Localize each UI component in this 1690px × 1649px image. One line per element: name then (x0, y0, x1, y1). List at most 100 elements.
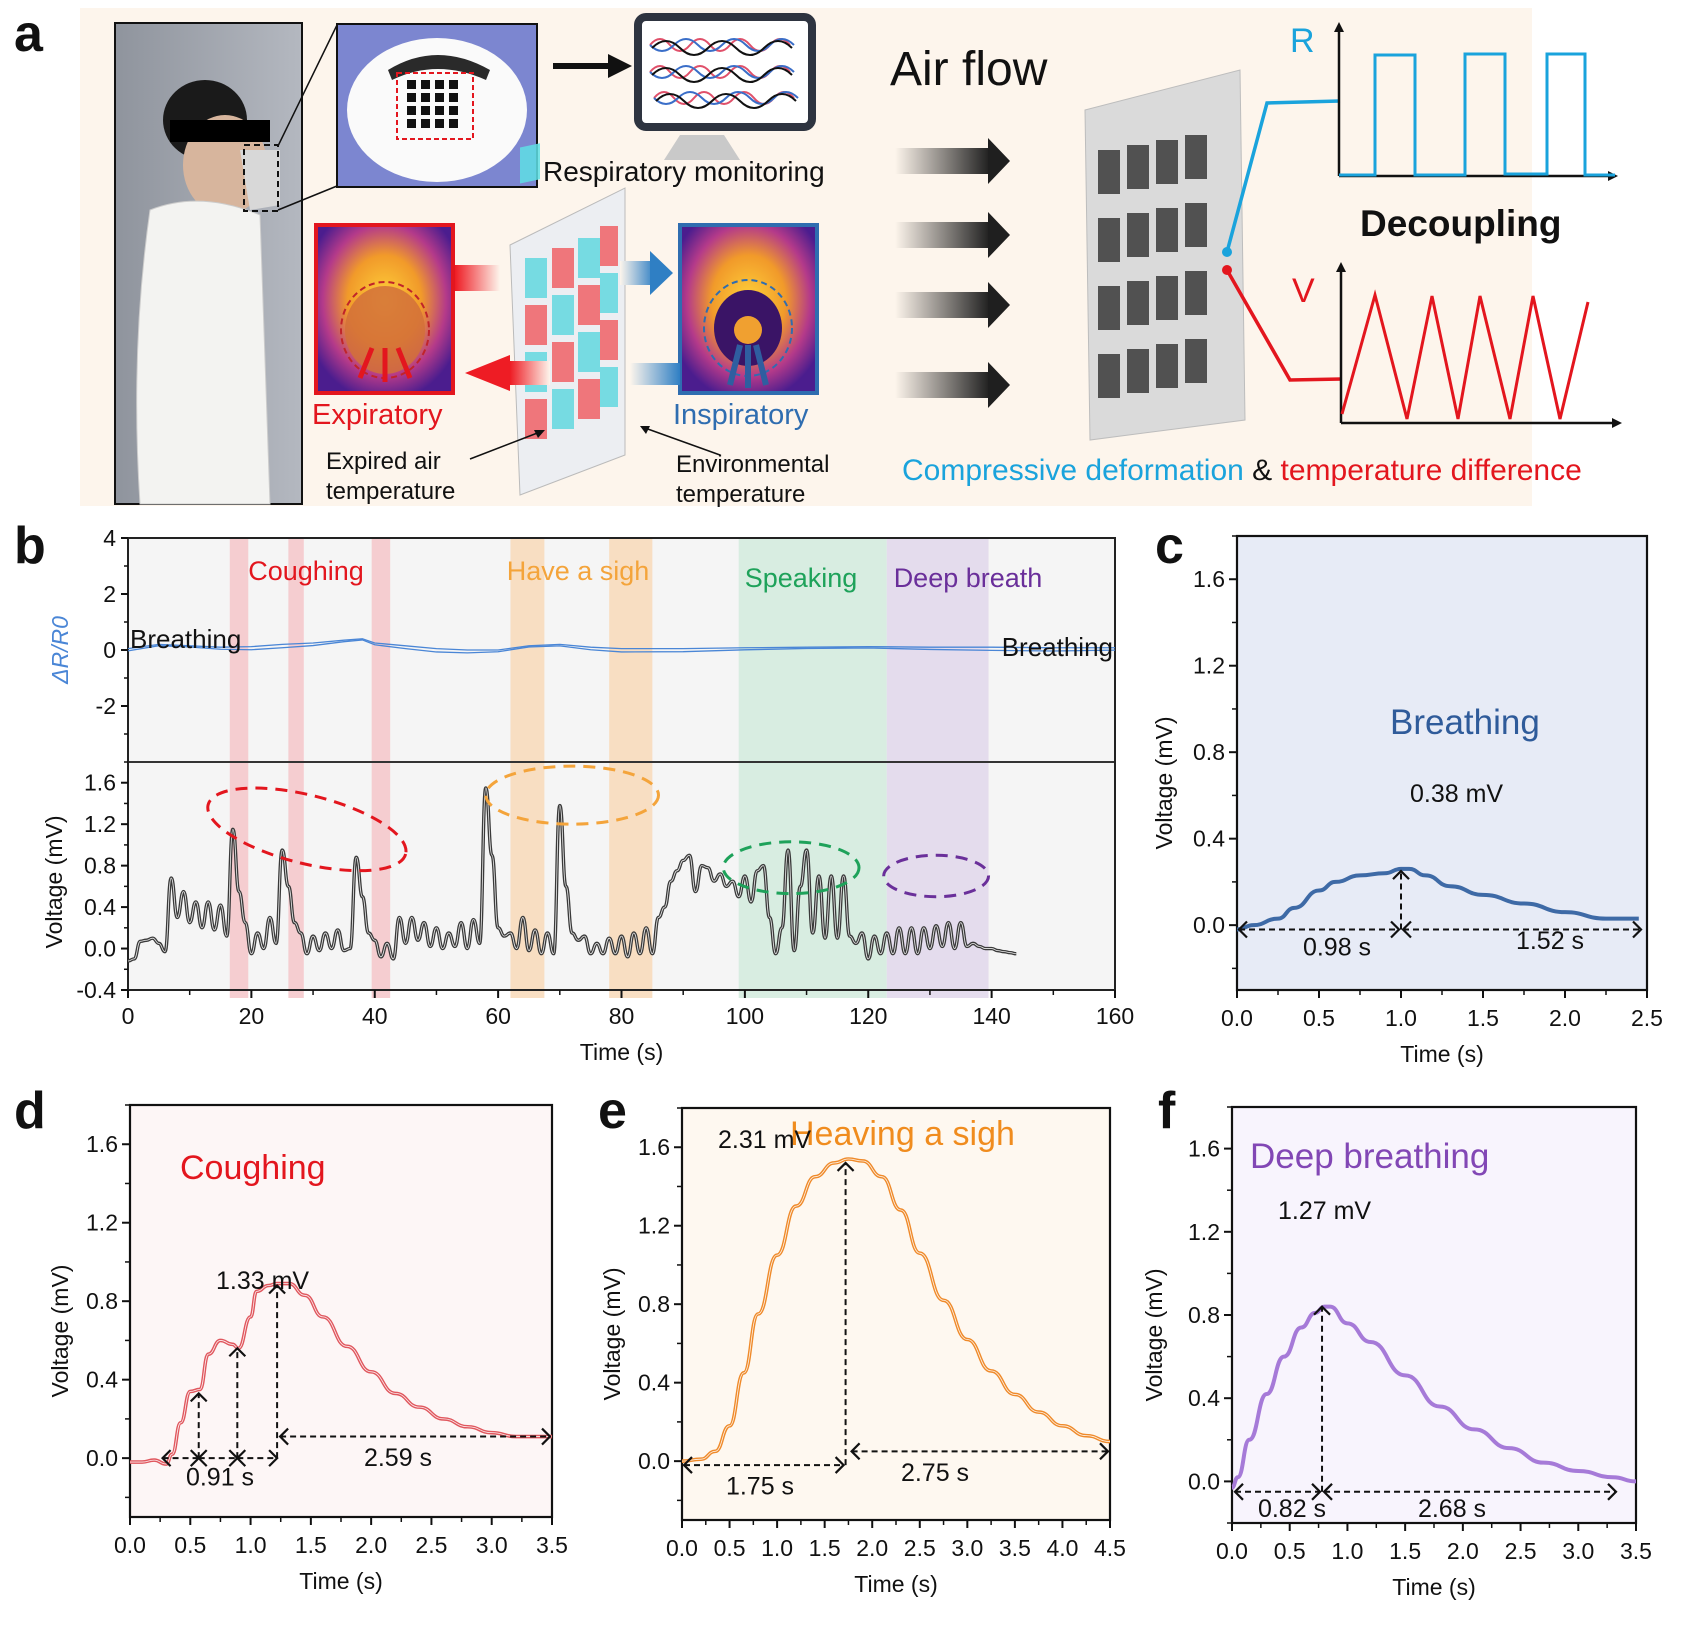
top-y-tick-label: 4 (103, 525, 116, 551)
x-tick-label: 2.5 (415, 1532, 447, 1558)
label-expired-air-line2: temperature (326, 478, 456, 505)
panel-title: Deep breathing (1250, 1137, 1489, 1176)
x-axis-label: Time (s) (580, 1039, 663, 1065)
region-label: Coughing (248, 556, 364, 586)
fall-duration-label: 1.52 s (1516, 927, 1584, 955)
y-axis-label: Voltage (mV) (47, 1265, 73, 1398)
rise-duration-dim-arrow-right (834, 1456, 846, 1474)
label-environmental-line1: Environmental (676, 451, 830, 478)
fall-duration-dim-arrow-left (850, 1442, 861, 1461)
monitor-icon (634, 13, 816, 160)
fall-duration-dim-arrow-right (1607, 1483, 1618, 1501)
sensor-sheet (509, 143, 626, 496)
bottom-y-tick-label: 0.8 (84, 853, 116, 879)
y-tick-label: 0.4 (638, 1370, 670, 1396)
region-coughing (371, 538, 391, 998)
label-environmental-line2: temperature (676, 481, 806, 508)
rise-duration-label: 0.98 s (1303, 933, 1371, 961)
x-tick-label: 4.0 (1046, 1535, 1078, 1561)
fall-duration-label: 2.75 s (901, 1459, 969, 1487)
peak-value-label: 2.31 mV (718, 1126, 811, 1154)
x-tick-label: 2.0 (1549, 1005, 1581, 1031)
x-tick-label: 3.0 (476, 1532, 508, 1558)
rise-step2-dim-arrow-left (197, 1449, 208, 1467)
label-respiratory-monitoring: Respiratory monitoring (543, 156, 825, 187)
chart-c: 0.0 0.5 1.0 1.5 2.0 2.5 1.6 1.2 0.8 0.4 0.0 Time (s… (1151, 534, 1663, 1067)
zoom-line (277, 185, 338, 211)
label-environmental-temperature: Environmental temperature (676, 450, 829, 510)
rise-duration-dim-arrow-left (1237, 920, 1248, 939)
y-tick-label: 1.2 (86, 1210, 118, 1236)
x-tick-label: 140 (972, 1003, 1010, 1029)
label-expired-air-line1: Expired air (326, 448, 441, 475)
peak-marker-arrow (1392, 869, 1410, 880)
region-label: Speaking (745, 563, 858, 593)
panel-letter-d: d (14, 1082, 46, 1140)
rise-duration-dim-arrow-left (1233, 1483, 1244, 1501)
x-tick-label: 3.5 (999, 1535, 1031, 1561)
x-tick-label: 1.5 (295, 1532, 327, 1558)
y-tick-label: 0.0 (1188, 1468, 1220, 1494)
x-tick-label: 1.0 (1385, 1005, 1417, 1031)
voltage-connector (1225, 269, 1343, 382)
x-tick-label: 3.0 (1562, 1538, 1594, 1564)
y-tick-label: 0.8 (1193, 739, 1225, 765)
peak-marker-arrow (1313, 1305, 1331, 1316)
resistance-schematic-plot (1334, 22, 1618, 181)
x-tick-label: 2.5 (1505, 1538, 1537, 1564)
x-tick-label: 1.0 (761, 1535, 793, 1561)
chart-f: 0.0 0.5 1.0 1.5 2.0 2.5 3.0 3.5 1.6 1.2 0.8 0.4 0.0 T… (1141, 1105, 1652, 1600)
label-expired-air-temperature: Expired air temperature (326, 447, 455, 507)
x-axis-label: Time (s) (1400, 1041, 1483, 1067)
peak-value-label: 1.27 mV (1278, 1197, 1371, 1225)
y-tick-label: 1.6 (1193, 566, 1225, 592)
series-line-inner (130, 1283, 552, 1465)
pointer-expired-air (469, 431, 541, 460)
series-line-inner (681, 1158, 1111, 1462)
x-tick-label: 1.5 (809, 1535, 841, 1561)
chart-b: Coughing Have a sigh Speaking Deep breath 4 2… (41, 525, 1134, 1065)
plot-background (1232, 1107, 1636, 1523)
x-axis-label: Time (s) (854, 1571, 937, 1597)
y-tick-label: 1.2 (638, 1213, 670, 1239)
ellipse-speaking (721, 840, 861, 896)
region-have-a-sigh (510, 538, 545, 998)
label-inspiratory: Inspiratory (673, 399, 809, 431)
ellipse-have-a-sigh (484, 764, 661, 826)
privacy-bar (170, 120, 270, 142)
x-tick-label: 0.5 (714, 1535, 746, 1561)
x-tick-label: 0.5 (1274, 1538, 1306, 1564)
panel-letter-a: a (14, 5, 43, 63)
caption-amp: & (1252, 454, 1273, 487)
bottom-y-tick-label: 0.4 (84, 894, 116, 920)
x-tick-label: 80 (609, 1003, 635, 1029)
y-tick-label: 1.2 (1188, 1219, 1220, 1245)
panel-a-schematic (114, 13, 1622, 505)
fall-duration-dim-arrow-right (1632, 920, 1643, 939)
region-label: Have a sigh (507, 556, 650, 586)
expiratory-arrow-icon (465, 355, 510, 391)
y-tick-label: 0.8 (638, 1291, 670, 1317)
region-coughing (288, 538, 304, 998)
plot-frame (1235, 534, 1649, 992)
breathing-label-left: Breathing (130, 624, 241, 654)
x-tick-label: 20 (239, 1003, 265, 1029)
inspiratory-arrow-icon (650, 251, 673, 295)
rise-step1-dim-arrow-left (160, 1449, 172, 1467)
top-y-tick-label: 2 (103, 581, 116, 607)
y-tick-label: 0.4 (86, 1367, 118, 1393)
x-tick-label: 1.5 (1389, 1538, 1421, 1564)
region-speaking (738, 538, 887, 998)
label-decoupling: Decoupling (1360, 203, 1562, 244)
zoom-line (277, 24, 338, 147)
x-tick-label: 3.5 (536, 1532, 568, 1558)
peak-value-label: 0.38 mV (1410, 780, 1503, 808)
bottom-y-tick-label: -0.4 (76, 977, 116, 1003)
voltage-series-line-inner (127, 787, 1017, 962)
x-tick-label: 120 (849, 1003, 887, 1029)
x-tick-label: 3.0 (951, 1535, 983, 1561)
x-tick-label: 0.5 (174, 1532, 206, 1558)
pointer-environmental (644, 427, 721, 456)
y-axis-label: Voltage (mV) (1141, 1269, 1167, 1402)
thermal-image-inspiratory (678, 223, 819, 395)
